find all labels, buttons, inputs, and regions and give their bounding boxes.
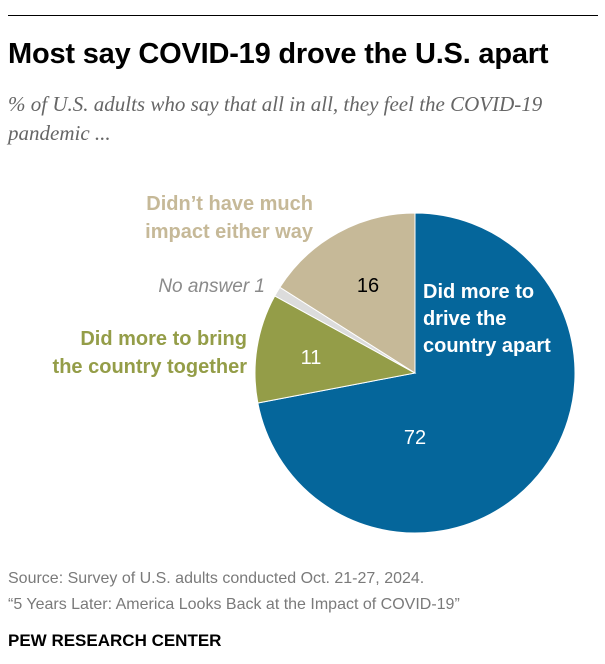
value-label-no-impact: 16 — [357, 275, 379, 297]
category-label-line: Did more to bring — [80, 328, 247, 350]
report-title: “5 Years Later: America Looks Back at th… — [8, 596, 460, 613]
source-note: Source: Survey of U.S. adults conducted … — [8, 570, 425, 587]
category-label-line: drive the — [423, 308, 506, 330]
category-label-line: Didn’t have much — [146, 193, 313, 215]
category-label-line: Did more to — [423, 281, 534, 303]
chart-title: Most say COVID-19 drove the U.S. apart — [8, 38, 549, 70]
value-label-together: 11 — [301, 347, 322, 369]
category-label-no-answer: No answer 1 — [158, 276, 265, 297]
pie-slice-no-impact — [279, 212, 416, 374]
category-label-together: Did more to bring the country together — [53, 328, 248, 378]
category-label-line: country apart — [423, 335, 551, 357]
category-label-line: No answer 1 — [158, 276, 265, 297]
category-label-no-impact: Didn’t have much impact either way — [145, 193, 314, 243]
pie-slice-apart — [257, 212, 576, 534]
value-label-apart: 72 — [404, 427, 426, 449]
top-rule — [8, 15, 598, 16]
category-label-line: the country together — [53, 356, 248, 378]
category-label-apart: Did more to drive the country apart — [423, 281, 551, 357]
pie-slice-together — [254, 295, 417, 404]
brand-logo: PEW RESEARCH CENTER — [8, 631, 222, 650]
category-label-line: impact either way — [145, 221, 314, 243]
chart-subtitle: % of U.S. adults who say that all in all… — [8, 92, 543, 145]
